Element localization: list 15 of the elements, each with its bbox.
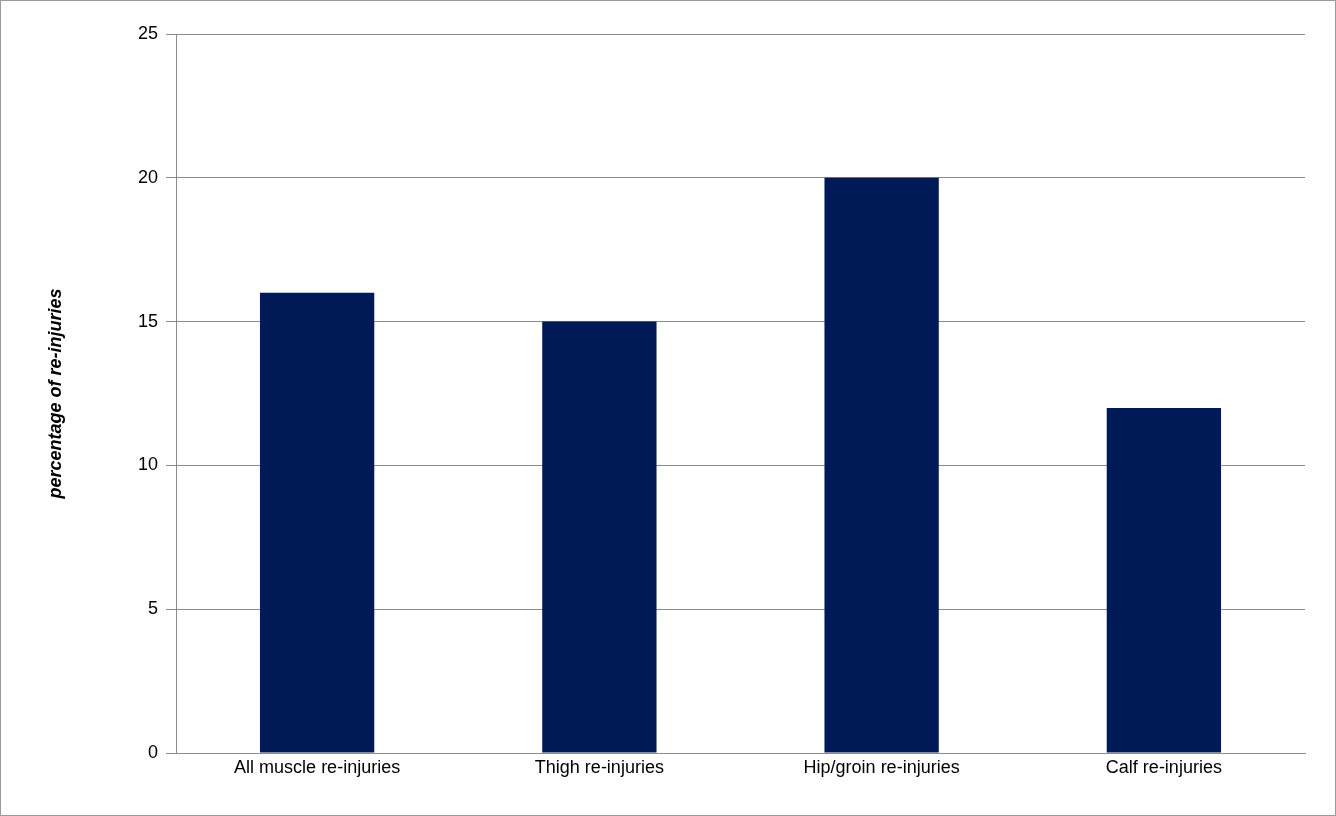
y-tick-label: 20 xyxy=(137,166,158,187)
bar xyxy=(259,292,375,753)
bar xyxy=(1106,407,1222,753)
y-tick-label: 5 xyxy=(147,598,158,619)
bar xyxy=(542,321,657,753)
x-tick-label: Thigh re-injuries xyxy=(534,756,664,777)
x-tick-label: All muscle re-injuries xyxy=(234,756,401,777)
x-tick-label: Hip/groin re-injuries xyxy=(803,756,960,777)
y-tick-label: 15 xyxy=(137,310,158,331)
y-tick-label: 25 xyxy=(137,22,158,43)
y-axis-title: percentage of re-injuries xyxy=(44,288,65,500)
y-tick-label: 0 xyxy=(147,741,158,762)
y-tick-label: 10 xyxy=(137,454,158,475)
bar xyxy=(824,177,939,753)
x-tick-label: Calf re-injuries xyxy=(1105,756,1222,777)
